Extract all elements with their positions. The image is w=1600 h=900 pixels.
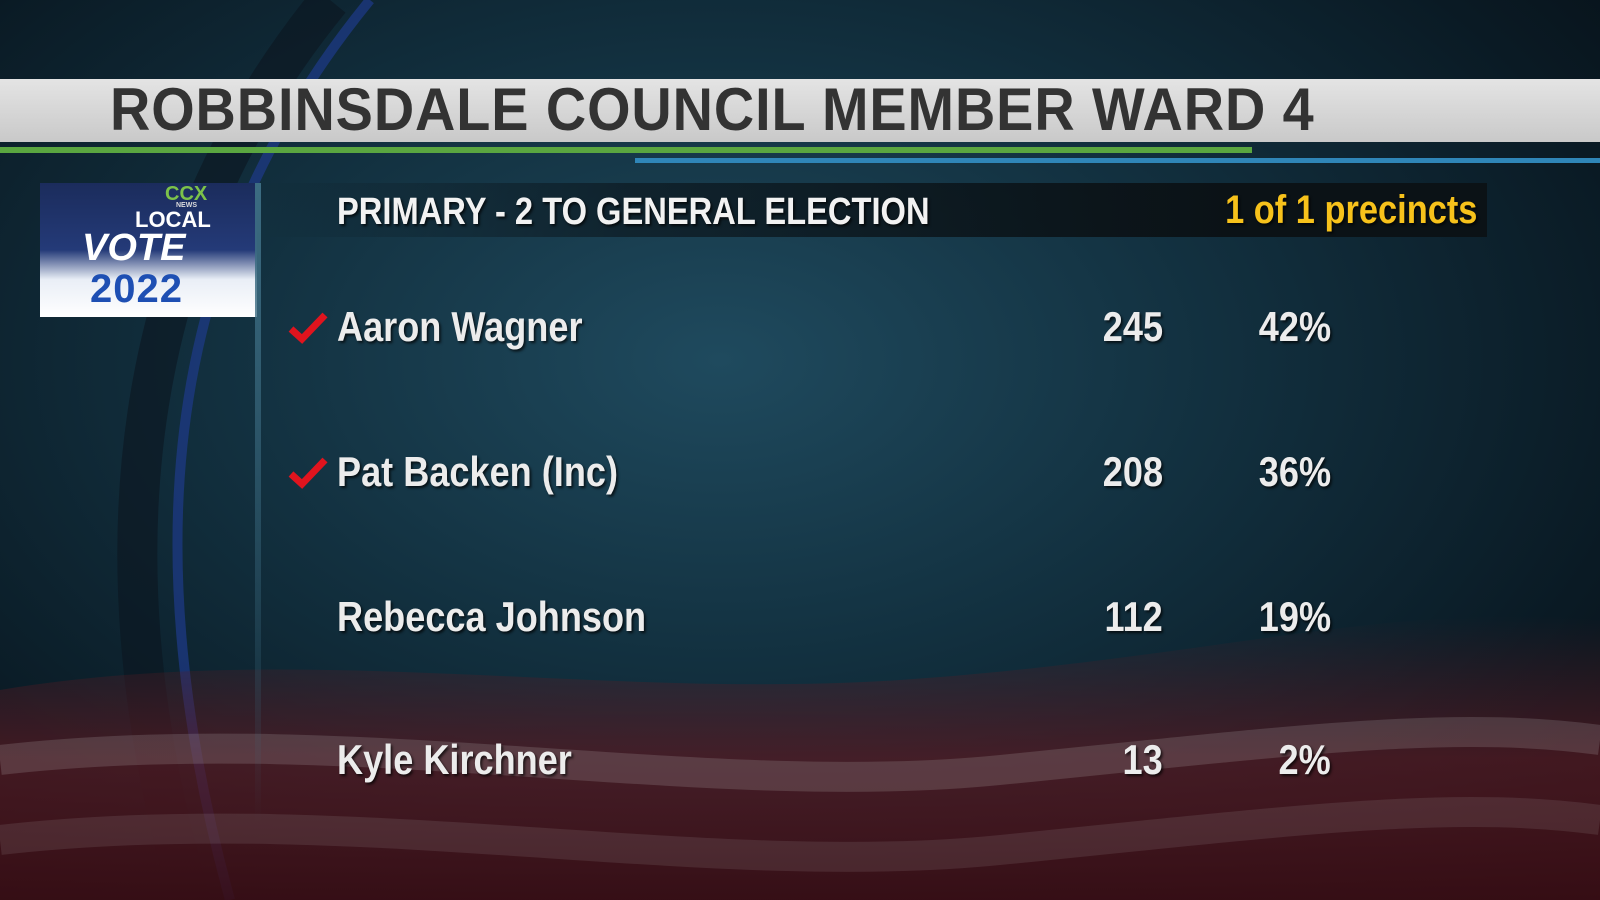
accent-line	[0, 147, 1252, 153]
logo-line2: VOTE	[82, 227, 186, 269]
candidate-name: Rebecca Johnson	[337, 593, 647, 640]
winner-check	[288, 457, 328, 489]
candidate-name: Pat Backen (Inc)	[337, 448, 619, 495]
vote-percent: 42%	[1258, 303, 1331, 350]
vote-count: 245	[1102, 303, 1163, 350]
title-bar	[0, 79, 1600, 142]
vote-percent: 36%	[1258, 448, 1331, 495]
subheader-bar	[260, 183, 1487, 237]
vote-count: 13	[1122, 736, 1163, 783]
logo-brand-sub: NEWS	[176, 202, 197, 209]
vote-count: 112	[1104, 593, 1163, 640]
logo: CCX NEWS LOCAL VOTE 2022	[40, 183, 257, 317]
vote-count: 208	[1102, 448, 1163, 495]
divider	[255, 183, 261, 823]
candidate-name: Kyle Kirchner	[337, 736, 572, 783]
precincts-reporting: 1 of 1 precincts	[1224, 188, 1477, 232]
logo-brand: CCX	[165, 183, 208, 205]
logo-year: 2022	[90, 267, 183, 311]
title: ROBBINSDALE COUNCIL MEMBER WARD 4	[110, 76, 1315, 143]
candidate-name: Aaron Wagner	[337, 303, 583, 350]
accent-line	[635, 158, 1600, 163]
winner-check	[288, 312, 328, 344]
logo-line1: LOCAL	[135, 207, 211, 232]
race-label: PRIMARY - 2 TO GENERAL ELECTION	[337, 191, 930, 233]
vote-percent: 19%	[1258, 593, 1331, 640]
vote-percent: 2%	[1278, 736, 1331, 783]
